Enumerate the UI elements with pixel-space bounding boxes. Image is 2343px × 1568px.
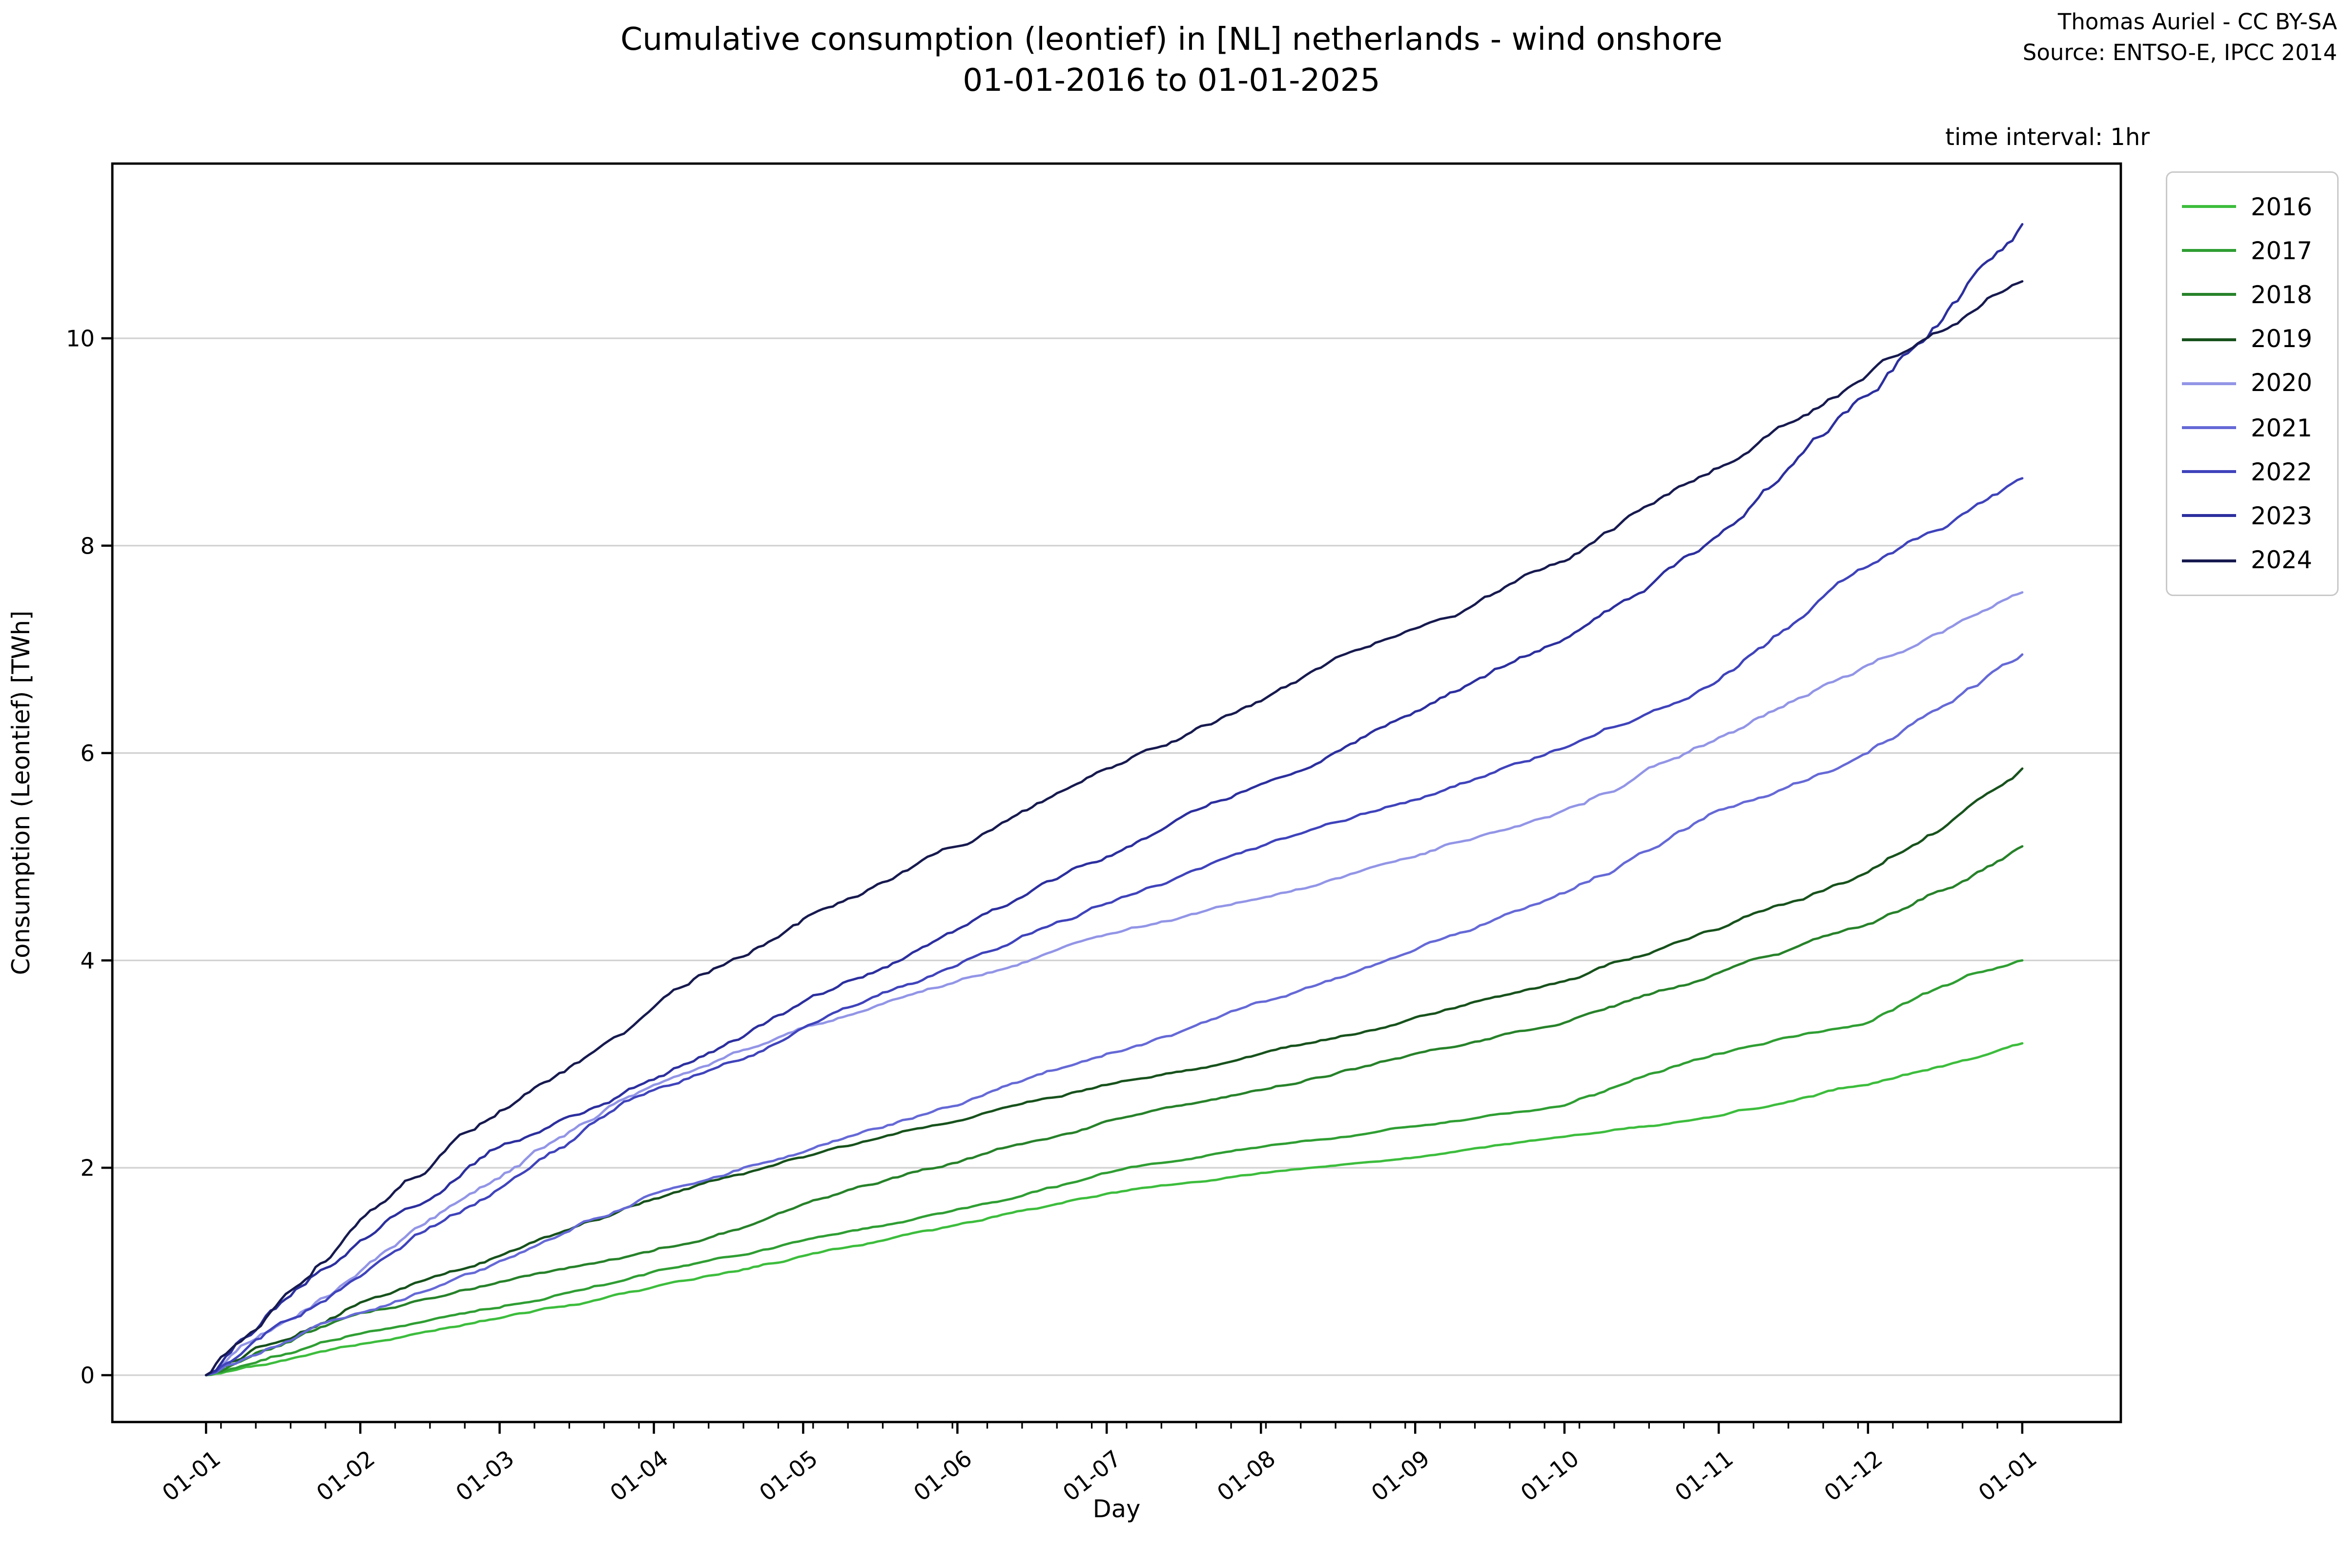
legend-line-swatch-2019: [2182, 337, 2236, 341]
x-axis-label: Day: [1093, 1495, 1141, 1523]
series-line-2019: [205, 767, 2024, 1377]
attribution-source: Source: ENTSO-E, IPCC 2014: [2022, 40, 2337, 66]
legend-item-2022: 2022: [2182, 450, 2322, 494]
axes-spines: [111, 162, 2122, 1424]
y-tick-label-4: 4: [81, 948, 95, 974]
x-tick-label-7: 01-08: [1212, 1445, 1280, 1506]
series-line-2023: [205, 223, 2024, 1377]
legend-line-swatch-2020: [2182, 382, 2236, 385]
series-line-2020: [205, 591, 2024, 1377]
series-line-2016: [205, 1042, 2024, 1377]
legend-label-2016: 2016: [2251, 192, 2312, 221]
y-axis-label: Consumption (Leontief) [TWh]: [7, 611, 35, 975]
x-tick-label-3: 01-04: [605, 1445, 674, 1506]
x-tick-label-9: 01-10: [1516, 1445, 1584, 1506]
chart-title-line2: 01-01-2016 to 01-01-2025: [963, 63, 1380, 100]
legend-item-2016: 2016: [2182, 185, 2322, 229]
legend-line-swatch-2018: [2182, 293, 2236, 297]
y-tick-label-6: 6: [81, 740, 95, 766]
legend-line-swatch-2021: [2182, 426, 2236, 430]
series-line-2017: [205, 959, 2024, 1377]
x-tick-label-10: 01-11: [1670, 1445, 1738, 1506]
legend-label-2019: 2019: [2251, 325, 2312, 353]
x-tick-label-11: 01-12: [1819, 1445, 1888, 1506]
y-tick-label-0: 0: [81, 1362, 95, 1388]
x-tick-label-1: 01-02: [311, 1445, 380, 1506]
legend-item-2017: 2017: [2182, 229, 2322, 273]
attribution-author: Thomas Auriel - CC BY-SA: [2057, 9, 2337, 35]
legend-label-2018: 2018: [2251, 281, 2312, 309]
series-line-2024: [205, 280, 2024, 1377]
legend-item-2024: 2024: [2182, 538, 2322, 583]
x-tick-label-12: 01-01: [1973, 1445, 2042, 1506]
series-line-2021: [205, 653, 2024, 1377]
chart-title: Cumulative consumption (leontief) in [NL…: [0, 21, 2343, 103]
legend-item-2021: 2021: [2182, 406, 2322, 450]
legend-label-2023: 2023: [2251, 502, 2312, 530]
legend: 2016 2017 2018 2019 2020 2021 2022 2023 2024: [2166, 171, 2339, 596]
x-tick-label-8: 01-09: [1366, 1445, 1435, 1506]
legend-rows: 2016 2017 2018 2019 2020 2021 2022 2023 2024: [2182, 185, 2322, 582]
y-tick-label-2: 2: [81, 1155, 95, 1181]
series-line-2022: [205, 477, 2024, 1377]
legend-title: time interval: 1hr: [1945, 123, 2150, 151]
legend-item-2018: 2018: [2182, 273, 2322, 317]
attribution: Thomas Auriel - CC BY-SA Source: ENTSO-E…: [2023, 7, 2337, 69]
series-line-2018: [205, 845, 2024, 1377]
y-tick-label-8: 8: [81, 533, 95, 559]
legend-line-swatch-2022: [2182, 470, 2236, 474]
x-tick-label-5: 01-06: [908, 1445, 977, 1506]
legend-label-2020: 2020: [2251, 370, 2312, 398]
legend-item-2019: 2019: [2182, 317, 2322, 362]
y-tick-label-10: 10: [66, 325, 95, 351]
x-tick-label-4: 01-05: [754, 1445, 822, 1506]
legend-item-2023: 2023: [2182, 494, 2322, 538]
legend-line-swatch-2024: [2182, 558, 2236, 562]
legend-line-swatch-2023: [2182, 515, 2236, 518]
legend-item-2020: 2020: [2182, 361, 2322, 406]
x-tick-label-0: 01-01: [157, 1445, 226, 1506]
legend-line-swatch-2016: [2182, 205, 2236, 208]
legend-label-2022: 2022: [2251, 458, 2312, 486]
chart-title-line1: Cumulative consumption (leontief) in [NL…: [620, 22, 1723, 59]
legend-line-swatch-2017: [2182, 249, 2236, 252]
legend-label-2024: 2024: [2251, 546, 2312, 575]
x-tick-label-2: 01-03: [451, 1445, 519, 1506]
legend-label-2021: 2021: [2251, 413, 2312, 442]
legend-label-2017: 2017: [2251, 237, 2312, 265]
